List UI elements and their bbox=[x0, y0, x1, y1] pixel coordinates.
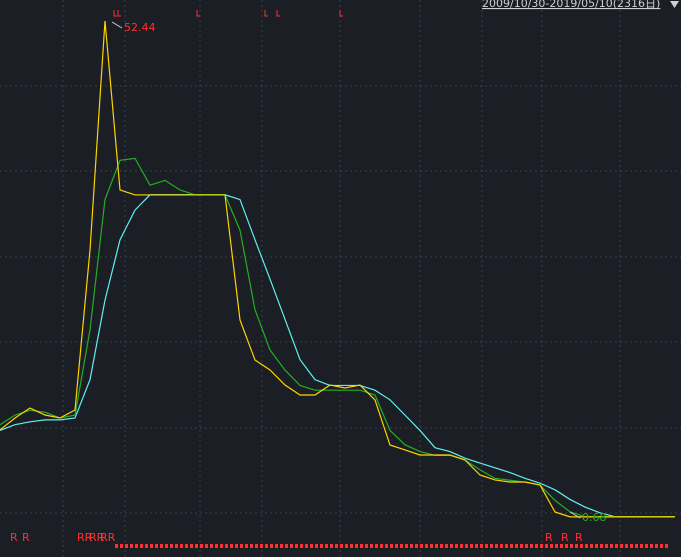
top-markers bbox=[113, 10, 343, 17]
annotation-label: 52.44 bbox=[124, 21, 156, 34]
price-line bbox=[0, 194, 675, 518]
signal-marker: R bbox=[545, 531, 553, 544]
annotation-leader bbox=[569, 511, 581, 519]
annotation-leader bbox=[111, 21, 123, 29]
annotation-label: 0.68 bbox=[582, 511, 607, 524]
event-ticks bbox=[113, 10, 343, 17]
dropdown-arrow[interactable] bbox=[670, 1, 679, 8]
signal-marker: RR bbox=[100, 531, 116, 544]
signal-marker: R bbox=[22, 531, 30, 544]
signal-marker: RR bbox=[77, 531, 93, 544]
signal-marker: R bbox=[575, 531, 583, 544]
price-line bbox=[0, 20, 675, 518]
date-range[interactable]: 2009/10/30-2019/05/10(2316日) bbox=[482, 0, 660, 10]
signal-marker: R bbox=[10, 531, 18, 544]
price-line bbox=[0, 157, 675, 518]
signal-marker: R bbox=[561, 531, 569, 544]
signal-marker: RR bbox=[89, 531, 105, 544]
